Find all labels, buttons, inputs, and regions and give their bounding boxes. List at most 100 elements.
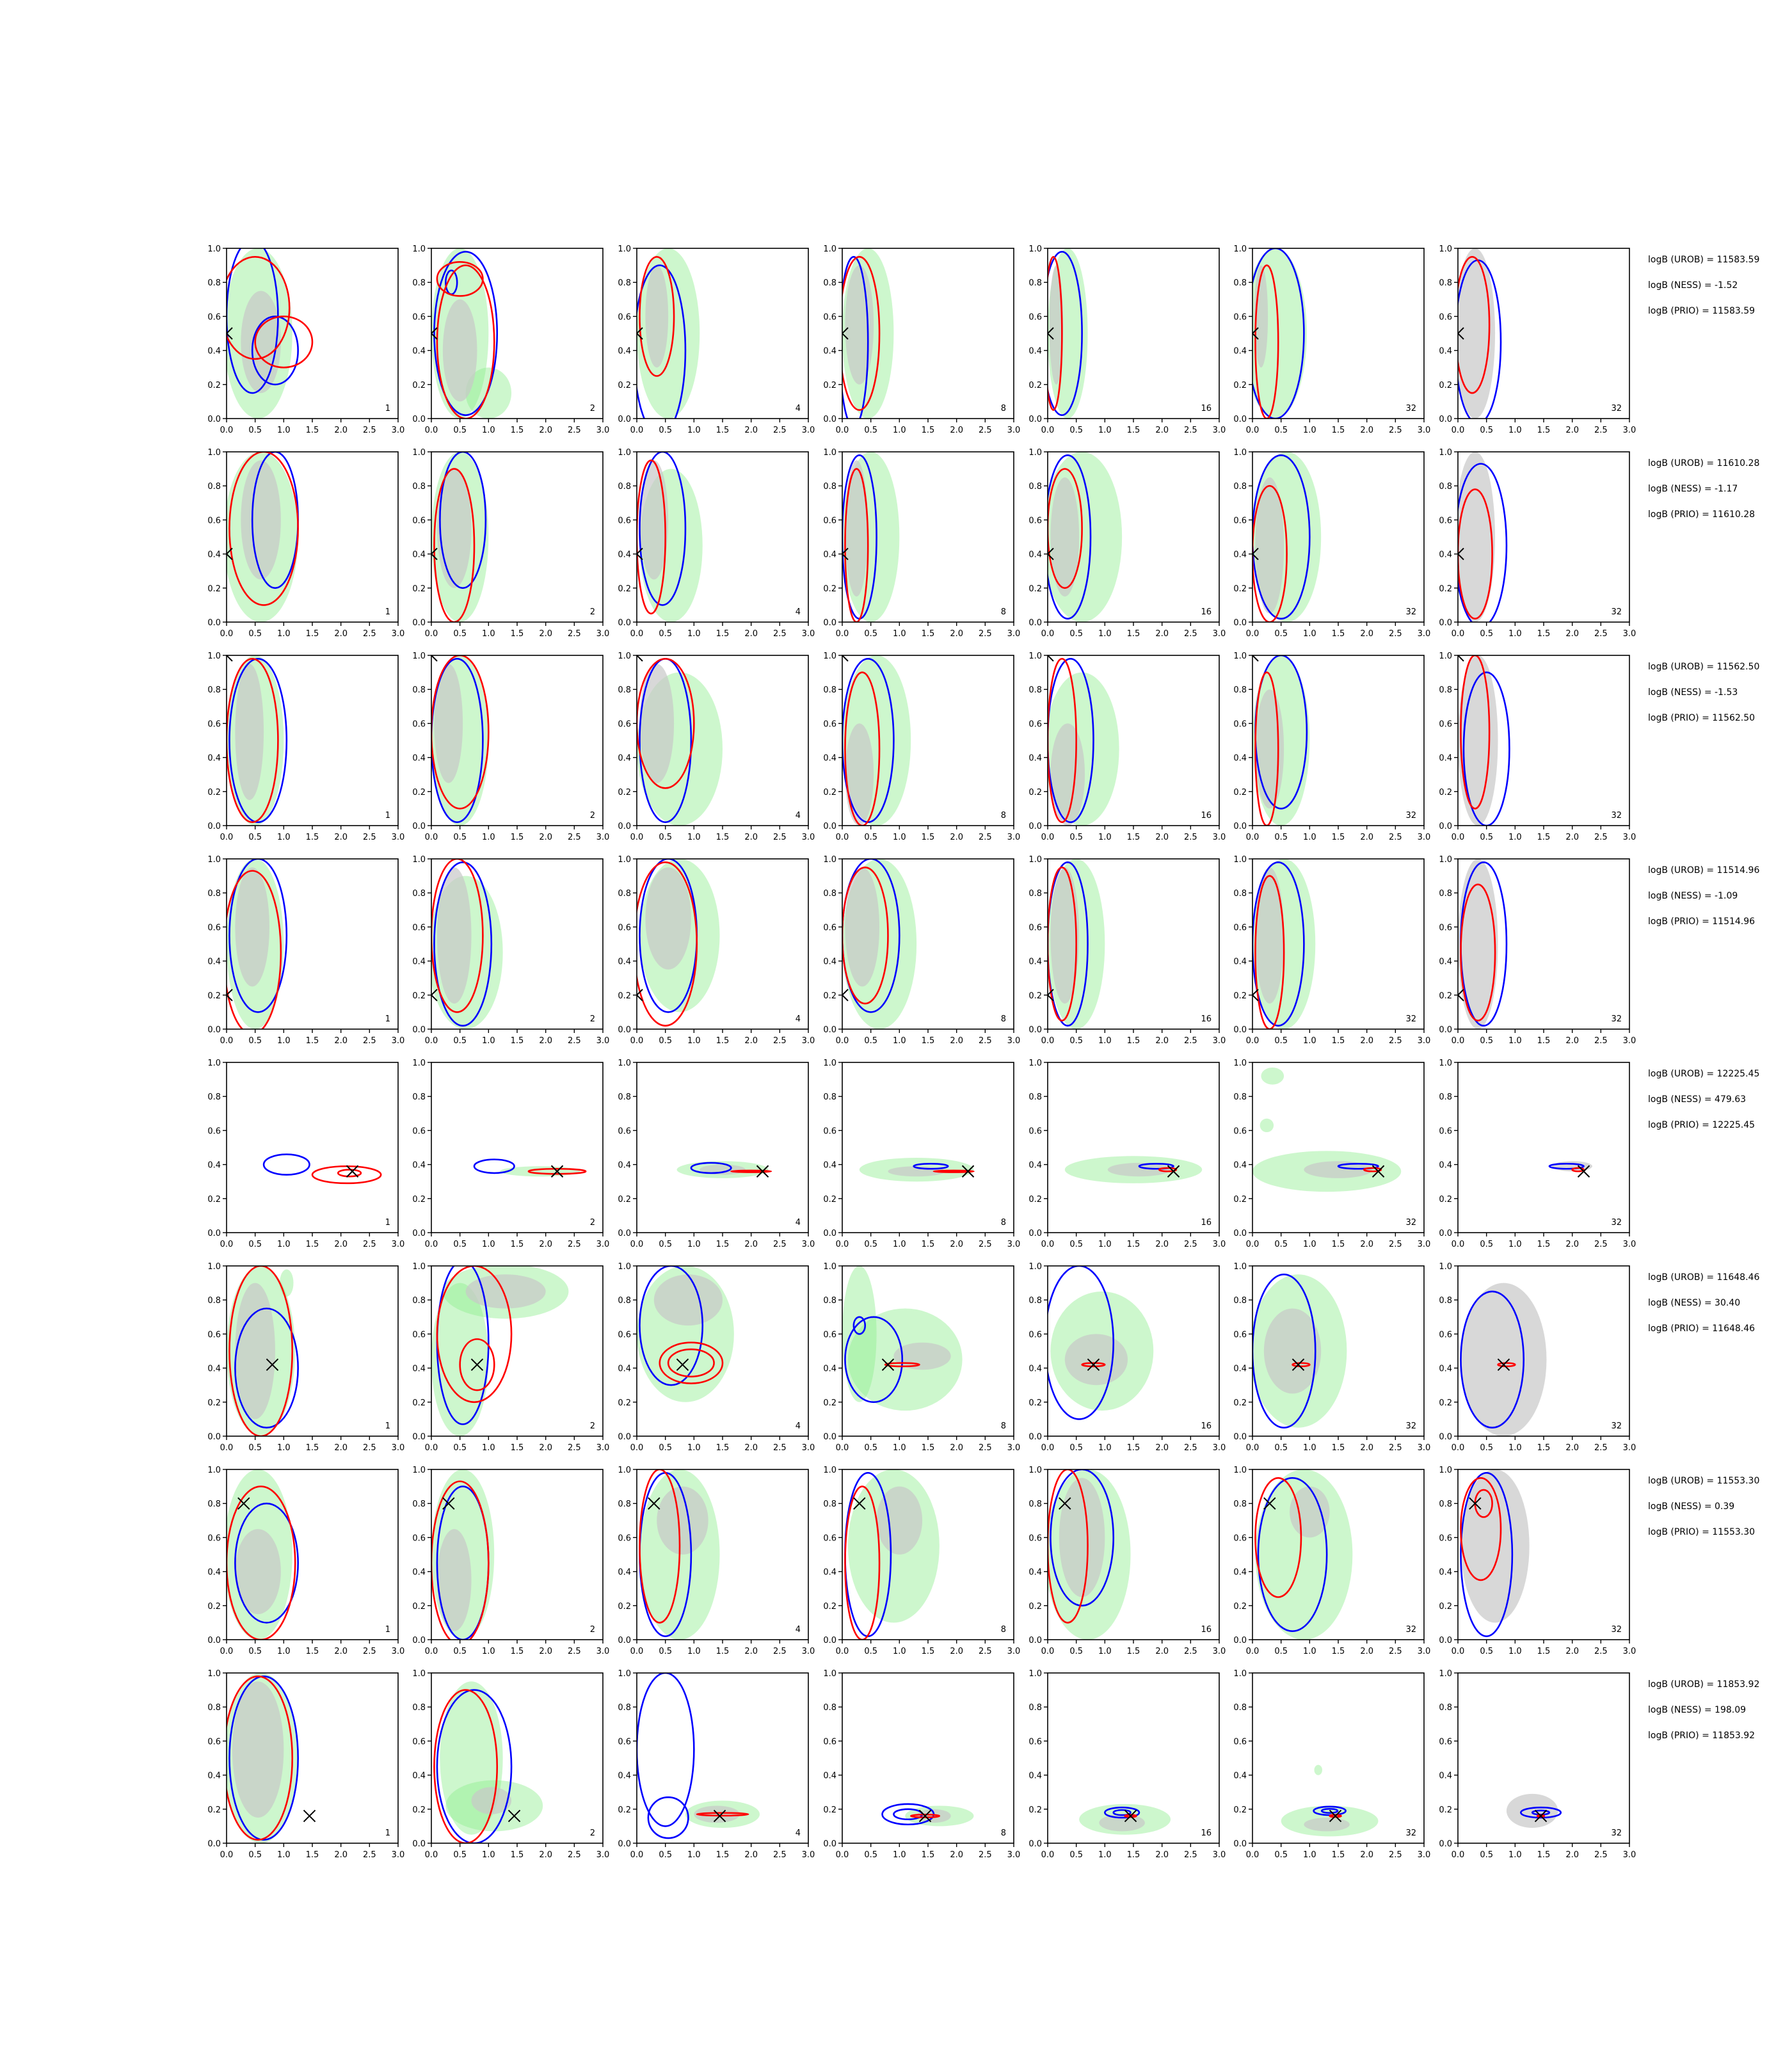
x-tick-label: 0.0 — [836, 1240, 849, 1249]
blue-contour — [1252, 861, 1305, 1027]
panel-label: 32 — [1405, 607, 1416, 617]
y-tick-label: 0.0 — [618, 822, 631, 831]
x-tick-label: 1.0 — [277, 833, 291, 842]
x-tick-label: 1.5 — [1332, 1850, 1345, 1860]
y-tick-label: 1.0 — [823, 244, 836, 254]
x-tick-label: 1.0 — [893, 1850, 906, 1860]
y-tick-label: 0.4 — [412, 1364, 426, 1374]
y-tick-label: 0.6 — [1028, 312, 1042, 322]
x-tick-label: 0.5 — [864, 833, 877, 842]
truth-marker — [853, 1497, 866, 1510]
panel-label: 16 — [1201, 607, 1212, 617]
y-tick-label: 0.0 — [618, 415, 631, 424]
y-tick-label: 0.6 — [618, 516, 631, 525]
logb-annotation: logB (UROB) = 11514.96 — [1648, 865, 1759, 876]
x-tick-label: 1.5 — [1127, 426, 1140, 435]
y-tick-label: 0.8 — [1028, 1500, 1042, 1509]
panel-label: 4 — [796, 404, 801, 413]
red-contour — [431, 655, 490, 810]
x-tick-label: 2.0 — [1565, 1647, 1579, 1656]
x-tick-label: 2.0 — [744, 1036, 758, 1046]
y-tick-label: 0.4 — [207, 1568, 221, 1578]
x-tick-label: 0.0 — [630, 1036, 644, 1046]
red-contour — [1571, 1167, 1585, 1172]
y-tick-label: 0.4 — [207, 1772, 221, 1781]
logb-annotation: logB (NESS) = 30.40 — [1648, 1298, 1740, 1308]
panel-plot-area — [431, 1469, 495, 1640]
grey-contour — [1304, 1161, 1373, 1178]
x-tick-label: 3.0 — [596, 1647, 610, 1656]
panel-row-2: 0.0 0.5 1.0 1.5 2.0 2.5 3.0 0.0 0.2 0.4 0.6 0.8 1.0 1… — [207, 448, 1759, 639]
panel-plot-area — [842, 1266, 963, 1411]
x-tick-label: 0.0 — [1452, 426, 1465, 435]
panel-plot-area — [1458, 452, 1508, 622]
y-tick-label: 0.8 — [618, 889, 631, 899]
red-contour — [1460, 655, 1491, 810]
panel-plot-area — [1252, 1067, 1402, 1192]
x-tick-label: 0.5 — [1480, 1240, 1493, 1249]
truth-marker — [842, 655, 849, 662]
panel-r5-c2: 0.0 0.5 1.0 1.5 2.0 2.5 3.0 0.0 0.2 0.4 0.6 0.8 1.0 2 — [412, 1059, 609, 1249]
x-tick-label: 2.5 — [363, 1443, 376, 1453]
green-contour — [1260, 1118, 1274, 1133]
panel-row-7: 0.0 0.5 1.0 1.5 2.0 2.5 3.0 0.0 0.2 0.4 0.6 0.8 1.0 1… — [207, 1466, 1759, 1656]
panel-plot-area — [227, 452, 299, 622]
y-tick-label: 1.0 — [1233, 244, 1247, 254]
y-tick-label: 0.0 — [1439, 1636, 1452, 1645]
y-tick-label: 0.4 — [618, 1772, 631, 1781]
logb-annotation: logB (UROB) = 12225.45 — [1648, 1069, 1759, 1079]
blue-contour — [1048, 658, 1094, 823]
red-contour — [1363, 1167, 1382, 1172]
truth-marker — [431, 547, 438, 561]
x-tick-label: 0.0 — [630, 833, 644, 842]
y-tick-label: 0.8 — [1233, 1500, 1247, 1509]
x-tick-label: 3.0 — [1007, 1647, 1021, 1656]
panel-plot-area — [676, 1161, 772, 1178]
panel-r6-c6: 0.0 0.5 1.0 1.5 2.0 2.5 3.0 0.0 0.2 0.4 0.6 0.8 1.0 3… — [1233, 1262, 1430, 1453]
panel-label: 8 — [1001, 1828, 1006, 1838]
y-tick-label: 0.0 — [823, 1636, 836, 1645]
x-tick-label: 0.0 — [1041, 426, 1055, 435]
x-tick-label: 2.5 — [568, 1443, 581, 1453]
x-tick-label: 0.0 — [425, 426, 438, 435]
x-tick-label: 2.5 — [1594, 629, 1608, 639]
y-tick-label: 0.4 — [1439, 957, 1452, 967]
panel-r6-c4: 0.0 0.5 1.0 1.5 2.0 2.5 3.0 0.0 0.2 0.4 0.6 0.8 1.0 8 — [823, 1262, 1020, 1453]
x-tick-label: 3.0 — [1007, 1036, 1021, 1046]
red-contour — [436, 260, 484, 297]
panel-r2-c4: 0.0 0.5 1.0 1.5 2.0 2.5 3.0 0.0 0.2 0.4 0.6 0.8 1.0 8 — [823, 448, 1020, 639]
red-contour — [228, 452, 299, 606]
y-tick-label: 0.8 — [1439, 1500, 1452, 1509]
panel-r8-c7: 0.0 0.5 1.0 1.5 2.0 2.5 3.0 0.0 0.2 0.4 0.6 0.8 1.0 3… — [1439, 1669, 1636, 1860]
x-tick-label: 0.5 — [659, 426, 672, 435]
x-tick-label: 0.5 — [248, 1850, 262, 1860]
x-tick-label: 1.0 — [1098, 1647, 1112, 1656]
y-tick-label: 0.8 — [1028, 1296, 1042, 1306]
y-tick-label: 0.0 — [412, 1229, 426, 1238]
x-tick-label: 1.0 — [1303, 1443, 1316, 1453]
x-tick-label: 1.0 — [482, 1036, 495, 1046]
logb-annotation: logB (UROB) = 11648.46 — [1648, 1272, 1759, 1283]
x-tick-label: 1.0 — [687, 1443, 701, 1453]
red-contour — [459, 1338, 495, 1391]
panel-plot-area — [637, 1673, 760, 1839]
x-tick-label: 2.0 — [1565, 1443, 1579, 1453]
y-tick-label: 0.8 — [412, 1296, 426, 1306]
panel-plot-area — [262, 1153, 382, 1185]
y-tick-label: 0.6 — [823, 1737, 836, 1747]
y-tick-label: 0.2 — [412, 1195, 426, 1204]
x-tick-label: 2.0 — [1360, 1240, 1373, 1249]
y-tick-label: 0.2 — [412, 381, 426, 390]
x-tick-label: 0.0 — [425, 629, 438, 639]
panel-row-5: 0.0 0.5 1.0 1.5 2.0 2.5 3.0 0.0 0.2 0.4 0.6 0.8 1.0 1… — [207, 1059, 1759, 1249]
y-tick-label: 0.4 — [207, 347, 221, 356]
y-tick-label: 0.2 — [412, 584, 426, 594]
blue-contour — [1050, 1469, 1115, 1607]
y-tick-label: 0.4 — [618, 550, 631, 560]
panel-r1-c4: 0.0 0.5 1.0 1.5 2.0 2.5 3.0 0.0 0.2 0.4 0.6 0.8 1.0 8 — [823, 244, 1020, 435]
x-tick-label: 2.0 — [950, 1647, 963, 1656]
x-tick-label: 1.5 — [511, 1443, 524, 1453]
blue-contour — [1252, 248, 1305, 419]
y-tick-label: 0.2 — [823, 1602, 836, 1612]
panel-label: 32 — [1405, 1828, 1416, 1838]
